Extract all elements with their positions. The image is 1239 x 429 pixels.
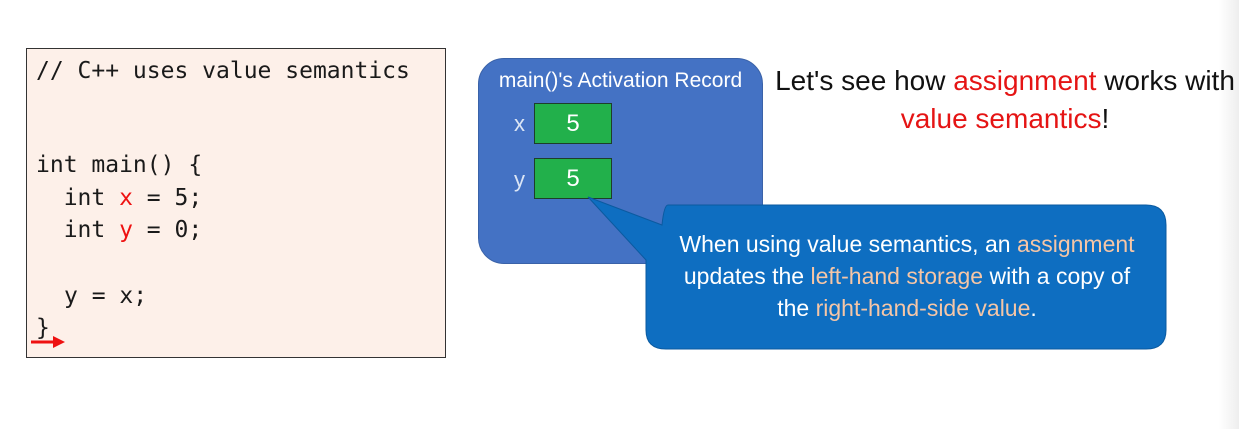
slide-edge-shadow <box>1219 0 1239 429</box>
code-panel: // C++ uses value semantics int main() {… <box>26 48 446 358</box>
current-line-arrow-icon <box>31 336 65 348</box>
callout-highlight-left-hand-storage: left-hand storage <box>810 263 984 289</box>
heading-highlight-assignment: assignment <box>953 65 1097 96</box>
code-var-y: y <box>119 217 133 243</box>
code-main-open: int main() { <box>36 152 203 178</box>
var-value-y: 5 <box>534 158 612 199</box>
var-value-x: 5 <box>534 103 612 144</box>
callout-highlight-rhs-value: right-hand-side value <box>815 295 1031 321</box>
code-y-decl: int y = 0; <box>36 217 203 243</box>
code-close: } <box>36 315 50 341</box>
code-comment: // C++ uses value semantics <box>36 58 410 84</box>
code-var-x: x <box>119 185 133 211</box>
code-x-decl: int x = 5; <box>36 185 203 211</box>
callout-highlight-assignment: assignment <box>1016 231 1135 257</box>
activation-record-title: main()'s Activation Record <box>498 69 743 92</box>
slide-heading: Let's see how assignment works with valu… <box>775 65 1235 134</box>
code-assign: y = x; <box>64 283 148 309</box>
var-label-y: y <box>514 167 525 192</box>
callout-text: When using value semantics, an assignmen… <box>679 231 1135 321</box>
var-label-x: x <box>514 111 525 136</box>
heading-highlight-value-semantics: value semantics <box>900 103 1102 134</box>
